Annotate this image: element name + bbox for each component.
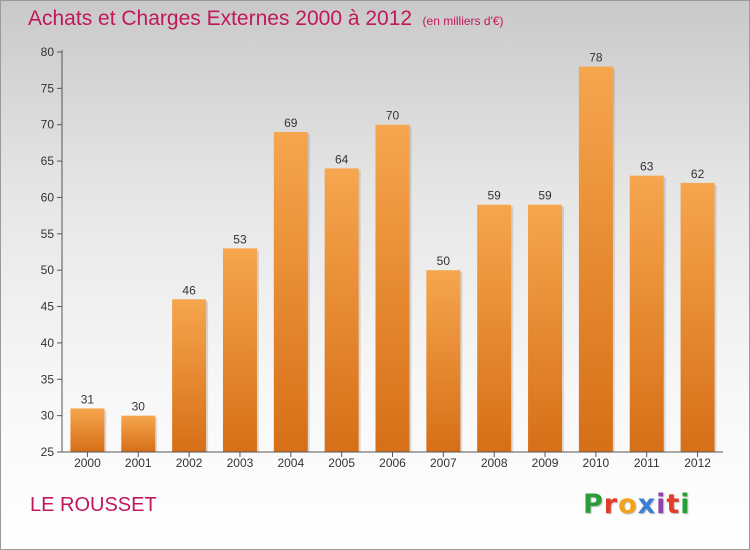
x-tick-label: 2012 (684, 456, 711, 470)
bar-value-label: 59 (538, 189, 552, 203)
logo-letter: i (680, 489, 691, 520)
bar (528, 204, 563, 452)
bar-value-label: 53 (233, 232, 247, 246)
bar (578, 66, 613, 452)
logo-letter: t (666, 489, 681, 520)
bar-value-label: 70 (386, 109, 400, 123)
y-tick-label: 30 (41, 409, 55, 423)
y-tick-label: 70 (41, 118, 55, 132)
bar (629, 175, 664, 453)
bar (70, 408, 105, 452)
x-tick-label: 2009 (532, 456, 559, 470)
y-tick-label: 65 (41, 154, 55, 168)
bar-value-label: 62 (691, 167, 705, 181)
place-name: LE ROUSSET (30, 494, 157, 516)
logo-letter: x (637, 489, 657, 520)
bar (324, 168, 359, 452)
bar (477, 204, 512, 452)
bar (172, 299, 207, 452)
bar-value-label: 30 (132, 400, 146, 414)
y-tick-label: 55 (41, 227, 55, 241)
bar-value-label: 64 (335, 152, 349, 166)
logo-letter: P (583, 489, 604, 520)
x-tick-label: 2001 (125, 456, 152, 470)
x-tick-label: 2000 (74, 456, 101, 470)
y-tick-label: 50 (41, 263, 55, 277)
bar-value-label: 59 (488, 189, 502, 203)
y-tick-label: 35 (41, 372, 55, 386)
x-tick-label: 2003 (227, 456, 254, 470)
x-tick-label: 2005 (328, 456, 355, 470)
bar (680, 182, 715, 452)
x-tick-label: 2002 (176, 456, 203, 470)
x-tick-label: 2004 (277, 456, 304, 470)
bar (426, 270, 461, 452)
bar (222, 248, 257, 452)
title-row: Achats et Charges Externes 2000 à 2012 (… (28, 7, 504, 31)
y-tick-label: 25 (41, 445, 55, 459)
x-tick-label: 2006 (379, 456, 406, 470)
bar-value-label: 69 (284, 116, 298, 130)
y-tick-label: 45 (41, 300, 55, 314)
chart-title: Achats et Charges Externes 2000 à 2012 (28, 7, 413, 30)
chart-unit: (en milliers d'€) (422, 14, 504, 28)
y-tick-label: 80 (41, 45, 55, 59)
bar-value-label: 78 (589, 51, 603, 65)
y-tick-label: 40 (41, 336, 55, 350)
y-tick-label: 75 (41, 81, 55, 95)
x-tick-label: 2008 (481, 456, 508, 470)
bar-value-label: 46 (182, 283, 196, 297)
logo-letter: r (603, 489, 619, 520)
bar (375, 124, 410, 453)
proxiti-logo: Proxiti (583, 489, 691, 520)
y-tick-label: 60 (41, 190, 55, 204)
bar (273, 132, 308, 452)
bar (121, 415, 156, 452)
logo-letter: i (656, 489, 667, 520)
x-tick-label: 2010 (583, 456, 610, 470)
bar-value-label: 63 (640, 160, 654, 174)
x-tick-label: 2011 (634, 456, 660, 470)
x-tick-label: 2007 (430, 456, 457, 470)
logo-letter: o (618, 489, 638, 520)
bar-value-label: 31 (81, 392, 95, 406)
bar-value-label: 50 (437, 254, 451, 268)
